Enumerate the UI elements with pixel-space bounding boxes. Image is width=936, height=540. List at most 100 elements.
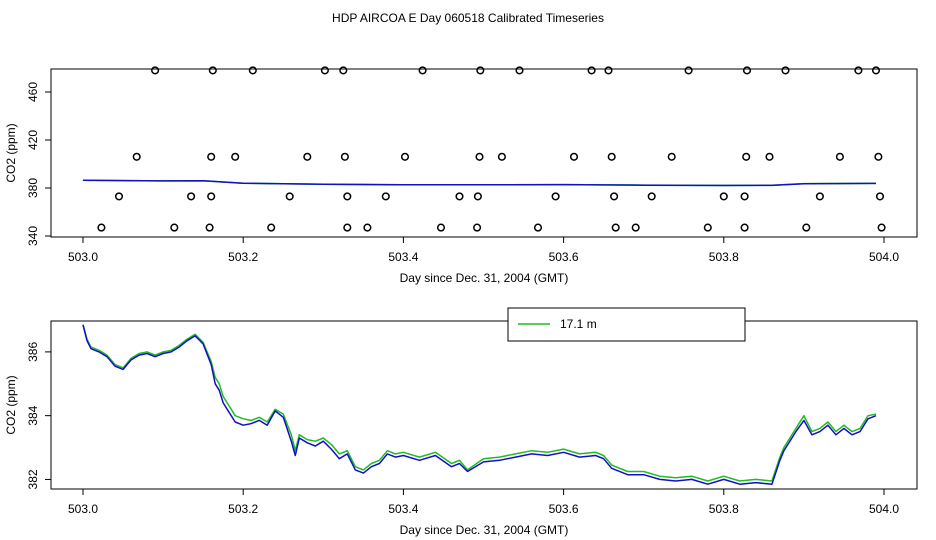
scatter-point	[205, 223, 214, 232]
scatter-point	[267, 223, 276, 232]
scatter-point	[607, 152, 616, 161]
scatter-point	[97, 223, 106, 232]
bottom-y-axis-label: CO2 (ppm)	[4, 375, 18, 434]
scatter-point	[497, 152, 506, 161]
scatter-point	[132, 152, 141, 161]
scatter-point	[719, 192, 728, 201]
scatter-point	[320, 66, 329, 75]
scatter-point	[248, 66, 257, 75]
scatter-point	[473, 192, 482, 201]
scatter-point	[871, 66, 881, 75]
scatter-point	[875, 192, 885, 201]
bottom-x-tick-label: 503.6	[549, 502, 579, 516]
scatter-point	[207, 152, 216, 161]
scatter-point	[742, 66, 752, 75]
scatter-point	[208, 66, 217, 75]
scatter-point	[170, 223, 179, 232]
scatter-point	[343, 192, 352, 201]
scatter-point	[765, 152, 774, 161]
scatter-point	[476, 66, 485, 75]
scatter-point	[740, 223, 749, 232]
scatter-point	[363, 223, 372, 232]
bottom-series-line-blue	[82, 324, 877, 485]
top-x-tick-label: 503.8	[709, 250, 739, 264]
bottom-y-tick-label: 382	[26, 469, 40, 489]
scatter-point	[703, 223, 712, 232]
scatter-point	[114, 192, 124, 201]
scatter-point	[647, 192, 656, 201]
bottom-x-tick-label: 503.8	[709, 502, 739, 516]
top-y-tick-label: 460	[26, 82, 40, 102]
scatter-point	[533, 223, 543, 232]
top-x-axis-label: Day since Dec. 31, 2004 (GMT)	[400, 271, 569, 285]
top-panel: Day since Dec. 31, 2004 (GMT) CO2 (ppm) …	[4, 66, 918, 285]
scatter-point	[835, 152, 844, 161]
bottom-plot-frame	[50, 320, 918, 490]
scatter-point	[604, 66, 613, 75]
scatter-point	[815, 192, 824, 201]
bottom-x-tick-label: 504.0	[869, 502, 899, 516]
bottom-series-line-green	[82, 324, 877, 482]
scatter-point	[231, 152, 240, 161]
scatter-point	[207, 192, 216, 201]
top-x-tick-label: 503.6	[549, 250, 579, 264]
top-y-tick-label: 380	[26, 178, 40, 198]
scatter-point	[455, 192, 464, 201]
bottom-y-ticks: 382 384 386	[26, 342, 51, 489]
scatter-point	[436, 223, 446, 232]
scatter-point	[151, 66, 160, 75]
bottom-series-lines	[82, 324, 877, 485]
scatter-point	[339, 66, 348, 75]
scatter-point	[569, 152, 579, 161]
scatter-point	[874, 152, 883, 161]
scatter-point	[854, 66, 863, 75]
top-x-tick-label: 503.2	[228, 250, 258, 264]
scatter-point	[343, 223, 352, 232]
top-series-line-blue	[82, 179, 877, 187]
scatter-point	[610, 192, 619, 201]
bottom-x-ticks: 503.0 503.2 503.4 503.6 503.8 504.0	[68, 489, 899, 516]
scatter-point	[631, 223, 640, 232]
top-plot-frame	[50, 68, 918, 238]
scatter-point	[473, 223, 482, 232]
bottom-x-axis-label: Day since Dec. 31, 2004 (GMT)	[400, 523, 569, 537]
top-x-tick-label: 503.0	[68, 250, 98, 264]
scatter-point	[515, 66, 524, 75]
scatter-point	[475, 152, 484, 161]
scatter-point	[551, 192, 560, 201]
scatter-point	[400, 152, 410, 161]
top-x-ticks: 503.0 503.2 503.4 503.6 503.8 504.0	[68, 237, 899, 264]
bottom-x-tick-label: 503.4	[388, 502, 418, 516]
scatter-point	[381, 192, 390, 201]
top-scatter-points	[97, 66, 886, 232]
legend-label-17m: 17.1 m	[560, 317, 597, 331]
scatter-point	[877, 223, 886, 232]
bottom-y-tick-label: 384	[26, 405, 40, 425]
bottom-y-tick-label: 386	[26, 342, 40, 362]
scatter-point	[587, 66, 596, 75]
scatter-point	[303, 152, 312, 161]
bottom-x-tick-label: 503.0	[68, 502, 98, 516]
scatter-point	[684, 66, 693, 75]
scatter-point	[187, 192, 196, 201]
bottom-x-tick-label: 503.2	[228, 502, 258, 516]
scatter-point	[742, 152, 751, 161]
scatter-point	[340, 152, 349, 161]
top-x-tick-label: 504.0	[869, 250, 899, 264]
top-y-ticks: 340 380 420 460	[26, 82, 51, 246]
bottom-panel: Day since Dec. 31, 2004 (GMT) CO2 (ppm) …	[4, 307, 918, 537]
top-y-tick-label: 340	[26, 226, 40, 246]
scatter-point	[667, 152, 676, 161]
scatter-point	[740, 192, 749, 201]
legend: 17.1 m	[507, 307, 746, 342]
top-y-axis-label: CO2 (ppm)	[4, 123, 18, 182]
top-y-tick-label: 420	[26, 130, 40, 150]
scatter-point	[285, 192, 294, 201]
top-series-lines	[82, 179, 877, 187]
top-x-tick-label: 503.4	[388, 250, 418, 264]
scatter-point	[611, 223, 620, 232]
scatter-point	[802, 223, 811, 232]
scatter-point	[781, 66, 790, 75]
scatter-point	[418, 66, 427, 75]
